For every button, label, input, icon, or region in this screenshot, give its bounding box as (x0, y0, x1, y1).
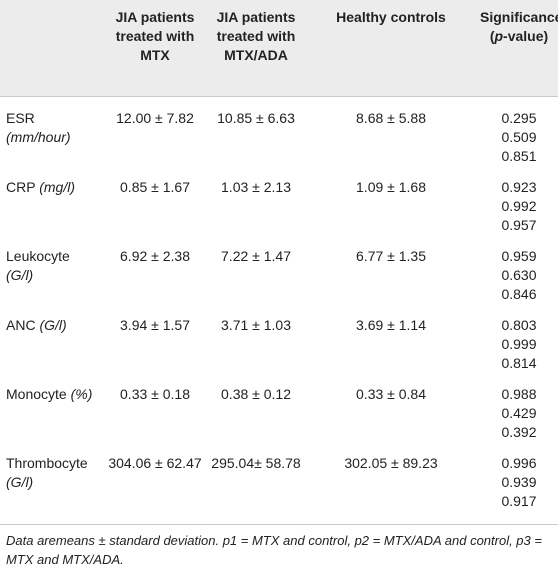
row-unit: (mm/hour) (6, 129, 71, 145)
p-value-cell: 0.959 0.630 0.846 (480, 247, 558, 316)
row-name: Leukocyte (6, 248, 70, 264)
header-cell: JIA patients treated with MTX (100, 0, 210, 97)
p-value: 0.630 (501, 267, 537, 283)
p-value: 0.939 (501, 474, 537, 490)
value-cell: 304.06 ± 62.47 (100, 454, 210, 525)
row-unit: (mg/l) (39, 179, 75, 195)
p-value: 0.803 (501, 317, 537, 333)
row-label: CRP (mg/l) (0, 178, 100, 247)
header-text: Significance (480, 9, 558, 25)
table-row: Monocyte (%) 0.33 ± 0.18 0.38 ± 0.12 0.33 ±… (0, 385, 558, 454)
value-cell: 0.38 ± 0.12 (221, 386, 291, 402)
header-text: p (494, 28, 504, 44)
table-row: CRP (mg/l) 0.85 ± 1.67 1.03 ± 2.13 1.09 ± 1… (0, 178, 558, 247)
p-value: 0.814 (501, 355, 537, 371)
value-cell: 0.33 ± 0.84 (356, 386, 426, 402)
value-cell: 8.68 ± 5.88 (356, 110, 426, 126)
row-name: Monocyte (6, 386, 67, 402)
p-value-cell: 0.988 0.429 0.392 (480, 385, 558, 454)
row-name: Thrombocyte (6, 455, 88, 471)
row-unit: (G/l) (6, 267, 34, 283)
header-cell: Significance (p-value) (480, 0, 558, 97)
value-cell: 7.22 ± 1.47 (221, 248, 291, 264)
header-text: -value) (503, 28, 549, 44)
p-value: 0.392 (501, 424, 537, 440)
value-cell: 0.85 ± 1.67 (120, 179, 190, 195)
row-label: Monocyte (%) (0, 385, 100, 454)
value-cell: 0.33 ± 0.18 (120, 386, 190, 402)
p-value: 0.295 (501, 110, 537, 126)
header-cell (0, 0, 100, 97)
p-value: 0.923 (501, 179, 537, 195)
row-unit: (G/l) (6, 474, 34, 490)
value-cell: 1.09 ± 1.68 (356, 179, 426, 195)
value-cell: 6.92 ± 2.38 (120, 248, 190, 264)
row-unit: (G/l) (39, 317, 67, 333)
table-row: Leukocyte (G/l) 6.92 ± 2.38 7.22 ± 1.47 6.77… (0, 247, 558, 316)
p-value: 0.957 (501, 217, 537, 233)
header-cell: Healthy controls (302, 0, 480, 97)
value-cell: 3.71 ± 1.03 (221, 317, 291, 333)
data-table: JIA patients treated with MTX JIA patient… (0, 0, 558, 525)
row-label: Thrombocyte (G/l) (0, 454, 100, 525)
p-value: 0.846 (501, 286, 537, 302)
value-cell: 3.94 ± 1.57 (120, 317, 190, 333)
p-value: 0.917 (501, 493, 537, 509)
p-value-cell: 0.923 0.992 0.957 (480, 178, 558, 247)
table-row: ANC (G/l) 3.94 ± 1.57 3.71 ± 1.03 3.69 ± 1.… (0, 316, 558, 385)
value-cell: 302.05 ± 89.23 (302, 454, 480, 525)
table-row: ESR (mm/hour) 12.00 ± 7.82 10.85 ± 6.63 8.68… (0, 97, 558, 179)
p-value: 0.992 (501, 198, 537, 214)
p-value: 0.959 (501, 248, 537, 264)
p-value: 0.851 (501, 148, 537, 164)
p-value-cell: 0.996 0.939 0.917 (480, 454, 558, 525)
footnote: Data aremeans ± standard deviation. p1 =… (6, 533, 542, 567)
row-name: CRP (6, 179, 36, 195)
p-value: 0.509 (501, 129, 537, 145)
value-cell: 6.77 ± 1.35 (356, 248, 426, 264)
value-cell: 1.03 ± 2.13 (221, 179, 291, 195)
p-value-cell: 0.803 0.999 0.814 (480, 316, 558, 385)
value-cell: 10.85 ± 6.63 (217, 110, 295, 126)
row-unit: (%) (70, 386, 93, 402)
p-value: 0.999 (501, 336, 537, 352)
p-value: 0.988 (501, 386, 537, 402)
row-label: ESR (mm/hour) (0, 97, 100, 179)
value-cell: 3.69 ± 1.14 (356, 317, 426, 333)
row-label: ANC (G/l) (0, 316, 100, 385)
row-label: Leukocyte (G/l) (0, 247, 100, 316)
header-text: ( (489, 28, 495, 44)
header-cell: JIA patients treated with MTX/ADA (210, 0, 302, 97)
p-value: 0.429 (501, 405, 537, 421)
table-row: Thrombocyte (G/l) 304.06 ± 62.47 295.04± 58… (0, 454, 558, 525)
row-name: ANC (6, 317, 36, 333)
value-cell: 295.04± 58.78 (210, 454, 302, 525)
header-row: JIA patients treated with MTX JIA patient… (0, 0, 558, 97)
p-value-cell: 0.295 0.509 0.851 (480, 97, 558, 179)
row-name: ESR (6, 110, 35, 126)
value-cell: 12.00 ± 7.82 (116, 110, 194, 126)
p-value: 0.996 (501, 455, 537, 471)
